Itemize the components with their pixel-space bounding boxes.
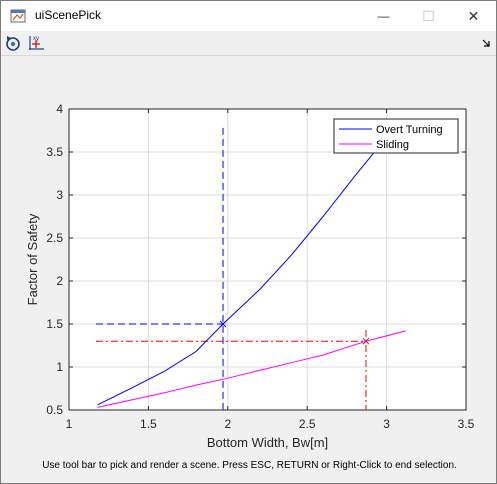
legend[interactable]: Overt Turning Sliding: [333, 118, 459, 154]
title-bar[interactable]: uiScenePick — ☐ ✕: [1, 1, 496, 31]
series-line-overt-turning: [97, 138, 386, 406]
maximize-button[interactable]: ☐: [406, 1, 451, 31]
legend-box: [333, 118, 459, 154]
y-tick-label: 2: [56, 274, 63, 288]
grid-layer: [69, 109, 466, 410]
x-tick-label: 2: [224, 417, 231, 431]
data-cursor-icon[interactable]: xy: [27, 34, 45, 52]
y-tick-label: 3.5: [46, 145, 63, 159]
axes-background: [69, 109, 466, 410]
legend-entry: Overt Turning: [376, 124, 443, 136]
close-icon: ✕: [467, 7, 480, 24]
maximize-icon: ☐: [422, 7, 435, 24]
minimize-icon: —: [377, 9, 390, 23]
status-message: Use tool bar to pick and render a scene.…: [42, 460, 457, 471]
svg-text:xy: xy: [33, 36, 39, 42]
axes-box: [68, 108, 467, 411]
y-tick-label: 1: [56, 360, 63, 374]
tick-layer: 1 1.5 2 2.5 3 3.50.511.522.533.54: [46, 102, 474, 431]
x-tick-label: 3: [383, 417, 390, 431]
matlab-figure-icon: [10, 9, 26, 23]
y-tick-label: 2.5: [46, 231, 63, 245]
series-layer: [97, 138, 406, 408]
legend-entry: Sliding: [376, 139, 409, 151]
x-tick-label: 2.5: [299, 417, 316, 431]
y-tick-label: 3: [56, 188, 63, 202]
y-axis-label: Factor of Safety: [25, 213, 40, 305]
y-tick-label: 4: [56, 102, 63, 116]
y-tick-label: 0.5: [46, 403, 63, 417]
figure-toolbar: xy: [1, 31, 496, 56]
y-tick-label: 1.5: [46, 317, 63, 331]
x-tick-label: 1.5: [140, 417, 157, 431]
series-line-sliding: [97, 330, 406, 408]
x-tick-label: 3.5: [458, 417, 475, 431]
plot-area: 1 1.5 2 2.5 3 3.5 0.5 1 1.5 2 2.5 3 3.5 4 Overt Turni…: [1, 56, 496, 483]
close-button[interactable]: ✕: [451, 1, 496, 31]
x-tick-label: 1: [66, 417, 73, 431]
window-title: uiScenePick: [35, 8, 102, 22]
minimize-button[interactable]: —: [361, 1, 406, 31]
x-axis-label: Bottom Width, Bw[m]: [207, 435, 328, 450]
factor-of-safety-chart[interactable]: 1 1.5 2 2.5 3 3.50.511.522.533.54 Overt Turni…: [1, 56, 496, 456]
dock-arrow-icon[interactable]: [482, 39, 490, 47]
restore-view-icon[interactable]: [4, 34, 22, 52]
